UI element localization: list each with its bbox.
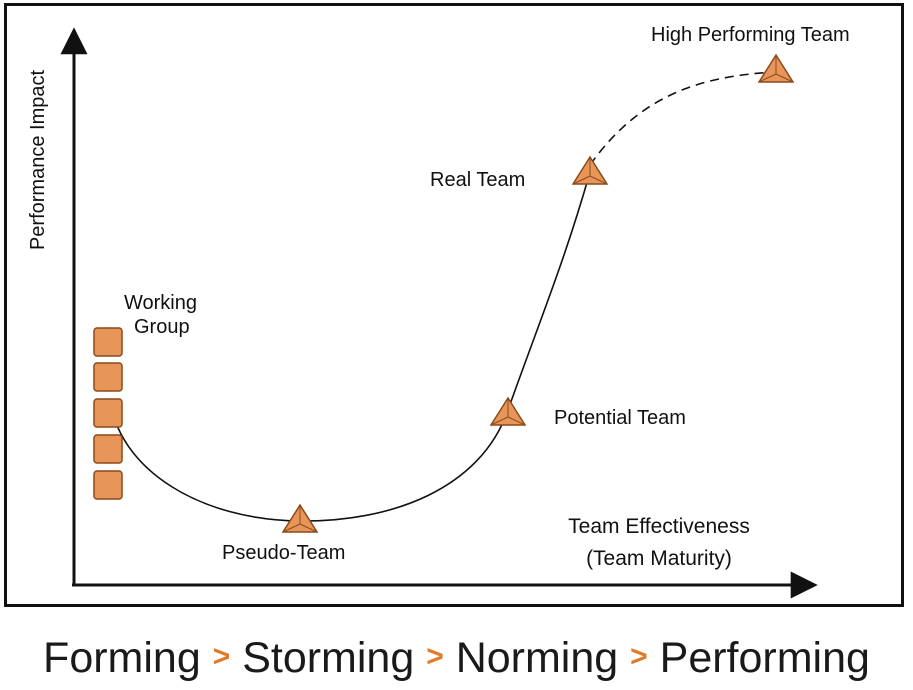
working-group-square xyxy=(93,434,123,464)
working-group-square xyxy=(93,470,123,500)
stage-storming: Storming xyxy=(242,634,415,682)
working-group-markers xyxy=(93,327,123,500)
diagram-frame xyxy=(4,3,904,607)
y-axis-label: Performance Impact xyxy=(27,70,49,251)
x-axis-label-line2: (Team Maturity) xyxy=(586,547,732,570)
potential-team-label: Potential Team xyxy=(554,407,686,429)
stage-forming: Forming xyxy=(43,634,201,682)
stage-separator-chevron-icon: > xyxy=(212,640,231,673)
performance-curve-lower xyxy=(109,399,509,522)
stage-norming: Norming xyxy=(455,634,619,682)
team-development-stages: Forming > Storming > Norming > Performin… xyxy=(0,634,913,690)
working-group-square xyxy=(93,362,123,392)
working-group-label-line2: Group xyxy=(134,316,190,338)
real-team-label: Real Team xyxy=(430,169,525,191)
performance-curve-projected xyxy=(589,71,777,166)
high-performing-team-marker xyxy=(757,53,795,83)
working-group-label-line1: Working xyxy=(124,292,197,314)
high-performing-team-label: High Performing Team xyxy=(651,24,850,46)
real-team-marker xyxy=(571,155,609,185)
pseudo-team-label: Pseudo-Team xyxy=(222,542,345,564)
stage-separator-chevron-icon: > xyxy=(426,640,444,673)
potential-team-marker xyxy=(489,396,527,426)
working-group-square xyxy=(93,398,123,428)
performance-curve-rise xyxy=(507,171,591,411)
stage-performing: Performing xyxy=(659,634,870,682)
x-axis-label-line1: Team Effectiveness xyxy=(568,515,750,538)
working-group-square xyxy=(93,327,123,357)
pseudo-team-marker xyxy=(281,503,319,533)
stage-separator-chevron-icon: > xyxy=(630,640,648,673)
